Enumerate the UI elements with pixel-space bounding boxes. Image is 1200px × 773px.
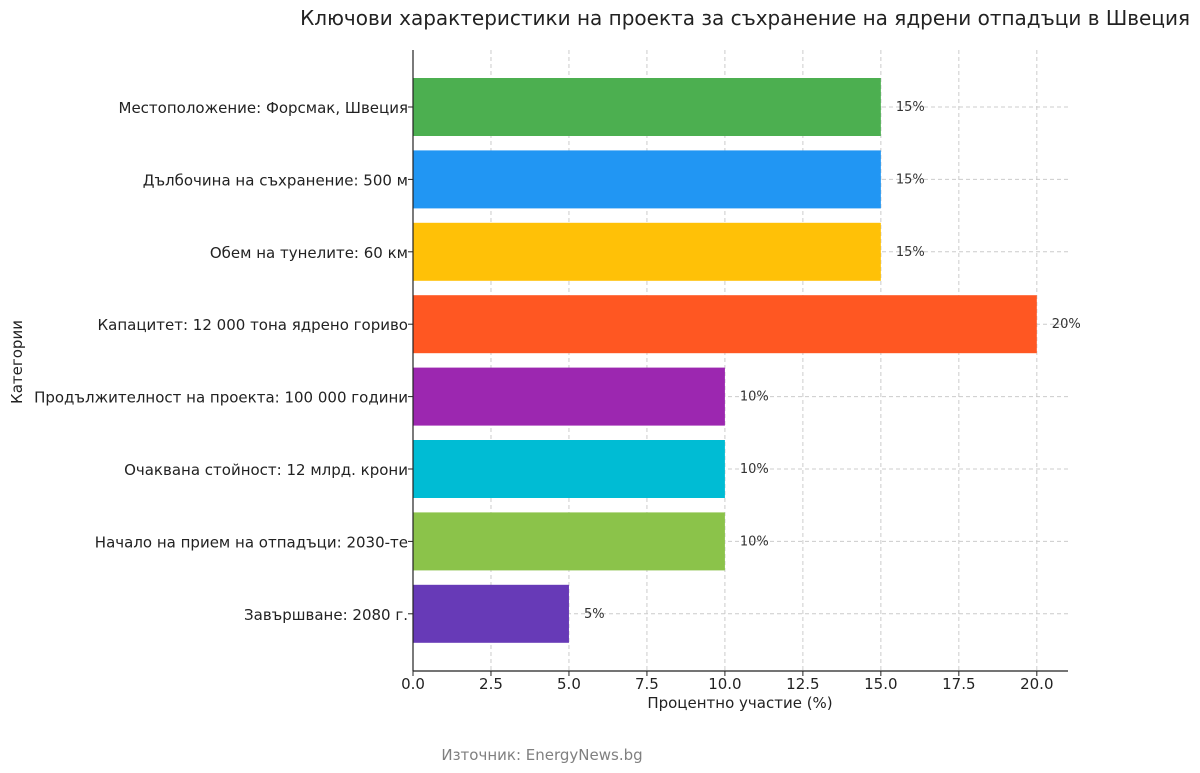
x-tick-label: 5.0 — [557, 675, 581, 693]
bar-value-label: 5% — [584, 607, 605, 622]
y-tick-label: Завършване: 2080 г. — [244, 606, 408, 624]
y-tick-label: Местоположение: Форсмак, Швеция — [119, 99, 408, 117]
bar-value-label: 10% — [740, 462, 769, 477]
bar — [413, 512, 725, 571]
y-tick-label: Дълбочина на съхранение: 500 м — [143, 171, 408, 189]
grid-lines — [412, 50, 1068, 671]
x-tick-label: 12.5 — [786, 675, 819, 693]
x-tick-label: 2.5 — [479, 675, 503, 693]
bar-value-label: 20% — [1052, 317, 1081, 332]
x-tick-label: 7.5 — [635, 675, 659, 693]
y-tick-label: Продължителност на проекта: 100 000 годи… — [34, 389, 408, 407]
source-note: Източник: EnergyNews.bg — [441, 746, 643, 764]
x-tick-label: 0.0 — [401, 675, 425, 693]
bar-value-label: 10% — [740, 534, 769, 549]
bar — [413, 150, 881, 209]
y-axis-label: Категории — [8, 320, 26, 404]
bar — [413, 584, 569, 643]
x-tick-label: 20.0 — [1020, 675, 1053, 693]
bar-value-label: 15% — [896, 100, 925, 115]
y-tick-label: Обем на тунелите: 60 км — [210, 244, 408, 262]
x-tick-label: 10.0 — [708, 675, 741, 693]
y-tick-label: Начало на прием на отпадъци: 2030-те — [95, 533, 408, 551]
x-tick-label: 17.5 — [942, 675, 975, 693]
bars: 15% 15% 15% 20% 10% 10% 10% 5% — [413, 78, 1081, 643]
x-axis-label: Процентно участие (%) — [647, 694, 832, 712]
axes: Местоположение: Форсмак, Швеция Дълбочина… — [34, 50, 1068, 693]
bar — [413, 78, 881, 136]
bar-value-label: 10% — [740, 390, 769, 405]
y-tick-label: Очаквана стойност: 12 млрд. крони — [124, 461, 408, 479]
bar — [413, 367, 725, 426]
chart-title: Ключови характеристики на проекта за съх… — [300, 6, 1190, 30]
bar-value-label: 15% — [896, 172, 925, 187]
bar — [413, 222, 881, 281]
bar-value-label: 15% — [896, 245, 925, 260]
bar — [413, 295, 1037, 354]
bar — [413, 440, 725, 498]
y-tick-label: Капацитет: 12 000 тона ядрено гориво — [97, 316, 408, 334]
x-tick-label: 15.0 — [864, 675, 897, 693]
